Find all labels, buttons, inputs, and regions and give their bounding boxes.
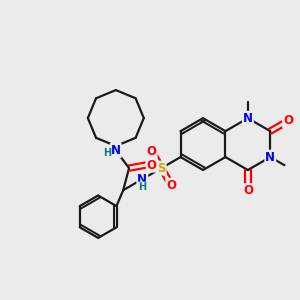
Text: O: O: [283, 114, 293, 127]
Text: O: O: [147, 145, 157, 158]
Text: O: O: [147, 159, 157, 172]
Text: N: N: [243, 112, 253, 125]
Text: S: S: [157, 162, 166, 175]
Text: N: N: [265, 151, 275, 164]
Text: H: H: [138, 182, 146, 192]
Text: N: N: [137, 172, 147, 186]
Text: O: O: [243, 184, 253, 197]
Text: O: O: [166, 179, 176, 192]
Text: H: H: [103, 148, 111, 158]
Text: N: N: [111, 144, 121, 157]
